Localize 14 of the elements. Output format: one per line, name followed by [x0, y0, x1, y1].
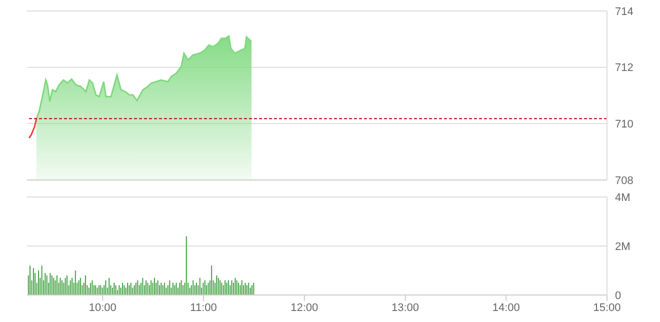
x-tick-label: 11:00	[190, 302, 217, 314]
y-tick-label: 708	[615, 174, 634, 187]
x-tick-label: 12:00	[290, 302, 318, 314]
y-tick-label: 712	[615, 62, 634, 74]
x-tick-label: 10:00	[88, 302, 116, 314]
y-tick-label: 4M	[615, 192, 630, 204]
y-tick-label: 2M	[615, 240, 630, 253]
y-tick-label: 714	[615, 6, 634, 18]
x-tick-label: 15:00	[593, 302, 621, 314]
x-tick-label: 13:00	[391, 302, 420, 314]
y-tick-label: 0	[615, 290, 622, 302]
line-series	[28, 118, 38, 139]
x-tick-label: 14:00	[492, 302, 520, 314]
y-tick-label: 710	[615, 118, 634, 131]
